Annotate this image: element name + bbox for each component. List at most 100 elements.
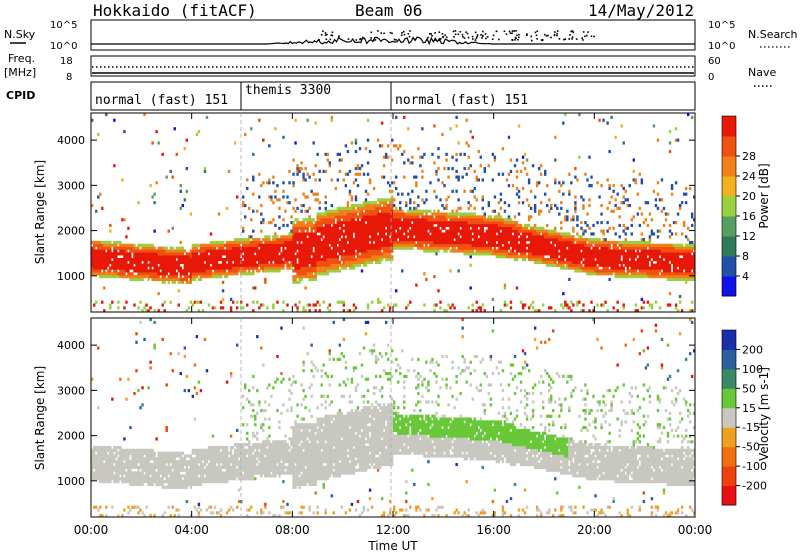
heatmap-cell: [258, 238, 261, 242]
heatmap-cell: [252, 255, 255, 259]
heatmap-cell: [634, 272, 638, 276]
heatmap-cell: [407, 303, 410, 307]
heatmap-cell: [489, 223, 493, 228]
heatmap-cell: [308, 223, 311, 228]
heatmap-cell: [602, 269, 605, 273]
heatmap-cell: [328, 269, 331, 273]
heatmap-cell: [554, 235, 557, 239]
heatmap-cell: [610, 249, 613, 253]
heatmap-cell: [519, 169, 523, 173]
heatmap-cell: [376, 221, 380, 225]
heatmap-cell: [390, 232, 394, 236]
heatmap-cell: [541, 249, 545, 253]
heatmap-cell: [368, 249, 372, 253]
heatmap-cell: [477, 178, 480, 182]
heatmap-cell: [638, 263, 642, 267]
heatmap-cell: [141, 243, 144, 247]
heatmap-cell: [608, 260, 611, 264]
heatmap-cell: [461, 215, 464, 219]
heatmap-cell: [427, 223, 430, 228]
heatmap-cell: [324, 266, 327, 270]
heatmap-cell: [445, 309, 448, 313]
heatmap-cell: [264, 266, 267, 270]
heatmap-cell: [479, 249, 482, 253]
heatmap-cell: [580, 243, 583, 247]
heatmap-cell: [608, 186, 611, 191]
heatmap-cell: [437, 215, 440, 219]
heatmap-cell: [286, 260, 289, 264]
heatmap-cell: [624, 275, 627, 279]
heatmap-cell: [254, 257, 257, 262]
heatmap-cell: [497, 229, 501, 233]
heatmap-cell: [117, 275, 120, 279]
heatmap-cell: [131, 260, 134, 264]
heatmap-cell: [378, 249, 382, 253]
noise-dot: [535, 34, 538, 37]
heatmap-cell: [537, 243, 541, 247]
heatmap-cell: [366, 243, 370, 247]
heatmap-cell: [364, 203, 368, 208]
heatmap-cell: [193, 269, 197, 273]
heatmap-cell: [207, 260, 211, 264]
heatmap-cell: [586, 257, 589, 262]
heatmap-cell: [431, 212, 434, 216]
heatmap-cell: [336, 221, 340, 225]
heatmap-cell: [296, 306, 299, 310]
heatmap-cell: [143, 272, 146, 276]
heatmap-cell: [397, 209, 400, 213]
heatmap-cell: [328, 215, 331, 219]
heatmap-cell: [284, 252, 287, 256]
heatmap-cell: [137, 269, 140, 273]
heatmap-cell: [596, 249, 599, 253]
heatmap-cell: [582, 269, 585, 273]
heatmap-cell: [306, 243, 309, 247]
heatmap-cell: [376, 243, 380, 247]
heatmap-cell: [612, 255, 615, 259]
heatmap-cell: [268, 238, 271, 242]
heatmap-cell: [246, 240, 249, 245]
heatmap-cell: [171, 277, 174, 282]
heatmap-cell: [529, 238, 533, 242]
heatmap-cell: [99, 269, 102, 273]
heatmap-cell: [348, 240, 352, 245]
heatmap-cell: [221, 240, 225, 245]
heatmap-cell: [590, 269, 593, 273]
heatmap-cell: [282, 195, 285, 199]
heatmap-cell: [465, 238, 468, 242]
heatmap-cell: [445, 229, 448, 233]
heatmap-cell: [662, 249, 666, 253]
heatmap-cell: [139, 300, 142, 304]
heatmap-cell: [511, 243, 515, 247]
noise-dot: [438, 31, 441, 33]
heatmap-cell: [533, 232, 537, 236]
heatmap-cell: [266, 266, 269, 270]
heatmap-cell: [596, 257, 599, 262]
heatmap-cell: [316, 152, 319, 156]
heatmap-cell: [473, 218, 476, 222]
heatmap-cell: [578, 263, 581, 267]
heatmap-cell: [499, 249, 503, 253]
heatmap-cell: [515, 186, 519, 191]
heatmap-cell: [221, 289, 225, 293]
heatmap-cell: [560, 235, 563, 239]
heatmap-cell: [225, 243, 229, 247]
heatmap-cell: [292, 238, 295, 242]
heatmap-cell: [93, 246, 96, 250]
heatmap-cell: [231, 266, 235, 270]
heatmap-cell: [634, 303, 638, 307]
heatmap-cell: [195, 300, 199, 304]
heatmap-cell: [433, 124, 436, 128]
heatmap-cell: [191, 252, 195, 256]
heatmap-cell: [125, 257, 128, 262]
heatmap-cell: [354, 212, 358, 216]
heatmap-cell: [362, 218, 366, 222]
heatmap-cell: [201, 269, 205, 273]
heatmap-cell: [179, 280, 182, 284]
heatmap-cell: [606, 252, 609, 256]
heatmap-cell: [390, 215, 394, 219]
heatmap-cell: [556, 235, 559, 239]
heatmap-cell: [507, 215, 511, 219]
heatmap-cell: [231, 257, 235, 262]
noise-dot: [402, 30, 405, 33]
heatmap-cell: [648, 269, 652, 273]
